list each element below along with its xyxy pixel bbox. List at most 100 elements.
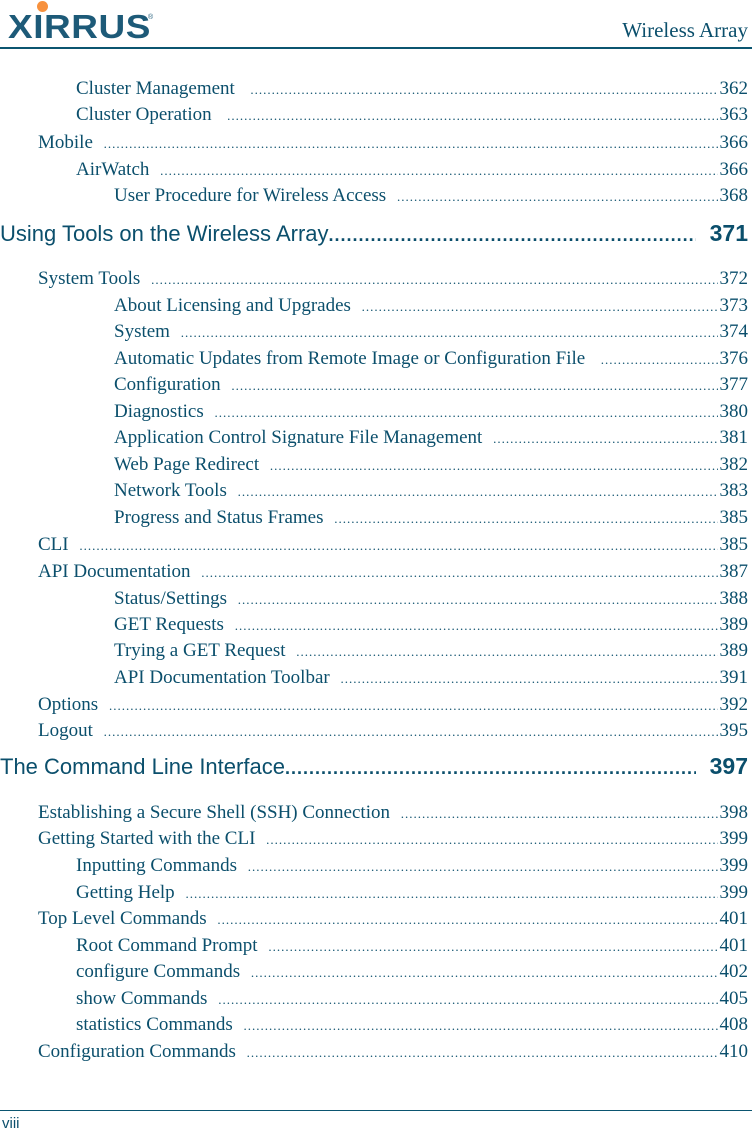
toc-entry-title: Configuration Commands: [38, 1041, 241, 1062]
dot-leader: [247, 1045, 718, 1061]
toc-entry[interactable]: Establishing a Secure Shell (SSH) Connec…: [0, 802, 748, 828]
toc-entry[interactable]: Top Level Commands 401: [0, 908, 748, 934]
toc-chapter-entry[interactable]: The Command Line Interface 397: [0, 753, 748, 783]
toc-entry-title: The Command Line Interface: [0, 754, 285, 779]
toc-entry[interactable]: AirWatch 366: [0, 159, 748, 185]
dot-leader: [235, 618, 718, 634]
toc-entry-title: Logout: [38, 720, 98, 741]
toc-entry[interactable]: Getting Started with the CLI 399: [0, 828, 748, 854]
toc-entry-title: API Documentation: [38, 561, 196, 582]
toc-chapter-entry[interactable]: Using Tools on the Wireless Array 371: [0, 220, 748, 250]
toc-entry[interactable]: Cluster Management 362: [0, 78, 748, 104]
toc-page-number: 388: [719, 588, 749, 609]
dot-leader: [201, 565, 717, 581]
toc-entry[interactable]: Getting Help 399: [0, 882, 748, 908]
toc-entry[interactable]: Cluster Operation 363: [0, 104, 748, 130]
dot-leader: [334, 511, 717, 527]
toc-entry[interactable]: Root Command Prompt 401: [0, 935, 748, 961]
toc-page-number: 371: [709, 220, 748, 246]
toc-entry[interactable]: System 374: [0, 321, 748, 347]
dot-leader: [340, 671, 717, 687]
toc-entry[interactable]: Trying a GET Request 389: [0, 640, 748, 666]
toc-entry[interactable]: API Documentation 387: [0, 561, 748, 587]
toc-entry[interactable]: Options 392: [0, 694, 748, 720]
dot-leader: [251, 965, 718, 981]
toc-entry[interactable]: Web Page Redirect 382: [0, 454, 748, 480]
toc-entry-title: Configuration: [114, 374, 226, 395]
toc-entry-title: Diagnostics: [114, 401, 209, 422]
dot-leader: [238, 484, 718, 500]
toc-entry[interactable]: Configuration 377: [0, 374, 748, 400]
toc-page-number: 408: [719, 1014, 749, 1035]
toc-entry-title: AirWatch: [76, 159, 155, 180]
toc-page-number: 373: [719, 295, 749, 316]
toc-entry[interactable]: Logout 395: [0, 720, 748, 746]
toc-entry-title: Automatic Updates from Remote Image or C…: [114, 348, 595, 369]
dot-leader: [79, 538, 717, 554]
dot-leader: [104, 724, 718, 740]
dot-leader: [362, 299, 718, 315]
toc-entry[interactable]: statistics Commands 408: [0, 1014, 748, 1040]
toc-entry-title: Top Level Commands: [38, 908, 212, 929]
toc-entry[interactable]: Network Tools 383: [0, 480, 748, 506]
toc-entry[interactable]: User Procedure for Wireless Access 368: [0, 185, 748, 211]
toc-page-number: 399: [719, 855, 749, 876]
toc-page-number: 395: [719, 720, 749, 741]
toc-entry-title: configure Commands: [76, 961, 245, 982]
dot-leader: [109, 698, 718, 714]
toc-page-number: 377: [719, 374, 749, 395]
toc-entry-title: Cluster Management: [76, 78, 245, 99]
toc-entry[interactable]: Status/Settings 388: [0, 588, 748, 614]
toc-page-number: 405: [719, 988, 749, 1009]
toc-page-number: 391: [719, 667, 749, 688]
toc-page-number: 368: [719, 185, 749, 206]
toc-entry-title: Root Command Prompt: [76, 935, 263, 956]
toc-entry[interactable]: API Documentation Toolbar 391: [0, 667, 748, 693]
toc-entry-title: Getting Started with the CLI: [38, 828, 261, 849]
header-divider: [0, 47, 752, 49]
toc-entry-title: Using Tools on the Wireless Array: [0, 221, 329, 246]
toc-page-number: 380: [719, 401, 749, 422]
toc-page-number: 410: [719, 1041, 749, 1062]
page-number: viii: [2, 1115, 20, 1132]
dot-leader: [401, 806, 718, 822]
dot-leader: [493, 431, 717, 447]
dot-leader: [329, 225, 696, 246]
toc-entry[interactable]: GET Requests 389: [0, 614, 748, 640]
toc-entry[interactable]: Automatic Updates from Remote Image or C…: [0, 348, 748, 374]
toc-page-number: 397: [709, 753, 748, 779]
dot-leader: [181, 325, 718, 341]
toc-entry[interactable]: About Licensing and Upgrades 373: [0, 295, 748, 321]
toc-entry[interactable]: Diagnostics 380: [0, 401, 748, 427]
toc-page-number: 389: [719, 640, 749, 661]
dot-leader: [601, 352, 718, 368]
toc-entry[interactable]: System Tools 372: [0, 268, 748, 294]
dot-leader: [268, 939, 717, 955]
logo-dot-icon: [37, 1, 48, 12]
toc-entry-title: API Documentation Toolbar: [114, 667, 335, 688]
toc-entry[interactable]: show Commands 405: [0, 988, 748, 1014]
toc-entry[interactable]: configure Commands 402: [0, 961, 748, 987]
toc-entry-title: Establishing a Secure Shell (SSH) Connec…: [38, 802, 395, 823]
toc-entry-title: Web Page Redirect: [114, 454, 264, 475]
dot-leader: [248, 859, 718, 875]
dot-leader: [285, 758, 696, 779]
toc-page-number: 385: [719, 507, 749, 528]
toc-entry-title: Getting Help: [76, 882, 180, 903]
toc-page-number: 381: [719, 427, 749, 448]
toc-entry-title: System Tools: [38, 268, 146, 289]
toc-page-number: 392: [719, 694, 749, 715]
toc-entry[interactable]: Inputting Commands 399: [0, 855, 748, 881]
registered-mark: ®: [148, 14, 154, 21]
toc-entry-title: GET Requests: [114, 614, 229, 635]
toc-page-number: 376: [719, 348, 749, 369]
toc-entry[interactable]: Mobile 366: [0, 132, 748, 158]
dot-leader: [231, 378, 717, 394]
dot-leader: [214, 405, 717, 421]
toc-entry[interactable]: Progress and Status Frames 385: [0, 507, 748, 533]
toc-entry[interactable]: Application Control Signature File Manag…: [0, 427, 748, 453]
toc-entry-title: Application Control Signature File Manag…: [114, 427, 488, 448]
toc-entry[interactable]: Configuration Commands 410: [0, 1041, 748, 1067]
toc-entry-title: Inputting Commands: [76, 855, 242, 876]
toc-entry[interactable]: CLI 385: [0, 534, 748, 560]
